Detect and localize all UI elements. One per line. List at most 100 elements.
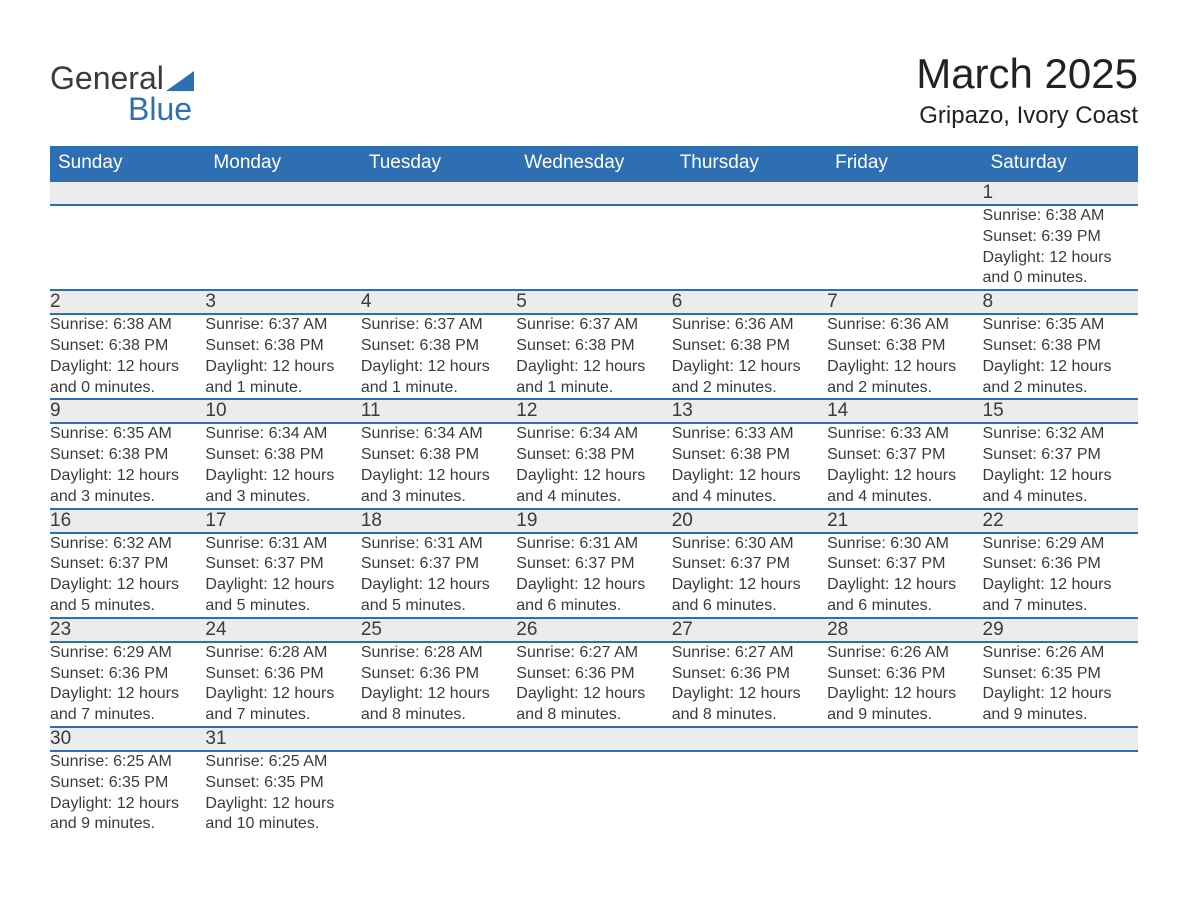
day-number-cell bbox=[361, 727, 516, 751]
sunrise-text: Sunrise: 6:30 AM bbox=[827, 534, 982, 555]
week-detail-row: Sunrise: 6:32 AMSunset: 6:37 PMDaylight:… bbox=[50, 533, 1138, 618]
day-number-cell bbox=[827, 727, 982, 751]
day-number-cell: 4 bbox=[361, 290, 516, 314]
daylight-text: Daylight: 12 hours and 4 minutes. bbox=[983, 466, 1138, 508]
sunrise-text: Sunrise: 6:35 AM bbox=[983, 315, 1138, 336]
day-number-cell bbox=[672, 727, 827, 751]
day-number-cell: 5 bbox=[516, 290, 671, 314]
daylight-text: Daylight: 12 hours and 9 minutes. bbox=[983, 684, 1138, 726]
sunset-text: Sunset: 6:38 PM bbox=[361, 336, 516, 357]
day-header: Monday bbox=[205, 146, 360, 181]
sunrise-text: Sunrise: 6:35 AM bbox=[50, 424, 205, 445]
day-detail-cell bbox=[361, 205, 516, 290]
day-number-cell: 15 bbox=[983, 399, 1138, 423]
day-number: 13 bbox=[672, 400, 693, 421]
day-number-cell: 23 bbox=[50, 618, 205, 642]
day-number: 14 bbox=[827, 400, 848, 421]
day-detail-cell: Sunrise: 6:37 AMSunset: 6:38 PMDaylight:… bbox=[516, 314, 671, 399]
day-number-cell: 21 bbox=[827, 509, 982, 533]
sunset-text: Sunset: 6:36 PM bbox=[516, 664, 671, 685]
sunrise-text: Sunrise: 6:27 AM bbox=[672, 643, 827, 664]
day-number: 19 bbox=[516, 510, 537, 531]
day-detail-cell: Sunrise: 6:36 AMSunset: 6:38 PMDaylight:… bbox=[827, 314, 982, 399]
sunset-text: Sunset: 6:38 PM bbox=[50, 445, 205, 466]
week-daynum-row: 1 bbox=[50, 181, 1138, 205]
day-number-cell: 22 bbox=[983, 509, 1138, 533]
day-detail-cell: Sunrise: 6:34 AMSunset: 6:38 PMDaylight:… bbox=[205, 423, 360, 508]
sunrise-text: Sunrise: 6:25 AM bbox=[205, 752, 360, 773]
sunset-text: Sunset: 6:38 PM bbox=[983, 336, 1138, 357]
day-number: 31 bbox=[205, 728, 226, 749]
sail-icon bbox=[166, 71, 194, 91]
sunset-text: Sunset: 6:37 PM bbox=[827, 445, 982, 466]
day-number: 30 bbox=[50, 728, 71, 749]
sunset-text: Sunset: 6:38 PM bbox=[361, 445, 516, 466]
day-number: 26 bbox=[516, 619, 537, 640]
day-number: 10 bbox=[205, 400, 226, 421]
day-header: Sunday bbox=[50, 146, 205, 181]
day-number-cell bbox=[50, 181, 205, 205]
day-detail-cell: Sunrise: 6:26 AMSunset: 6:36 PMDaylight:… bbox=[827, 642, 982, 727]
sunset-text: Sunset: 6:36 PM bbox=[672, 664, 827, 685]
day-number: 12 bbox=[516, 400, 537, 421]
daylight-text: Daylight: 12 hours and 3 minutes. bbox=[50, 466, 205, 508]
day-detail-cell: Sunrise: 6:36 AMSunset: 6:38 PMDaylight:… bbox=[672, 314, 827, 399]
day-number-cell: 16 bbox=[50, 509, 205, 533]
header: General Blue March 2025 Gripazo, Ivory C… bbox=[50, 40, 1138, 136]
sunrise-text: Sunrise: 6:30 AM bbox=[672, 534, 827, 555]
sunrise-text: Sunrise: 6:34 AM bbox=[205, 424, 360, 445]
sunrise-text: Sunrise: 6:37 AM bbox=[516, 315, 671, 336]
daylight-text: Daylight: 12 hours and 4 minutes. bbox=[827, 466, 982, 508]
day-number: 16 bbox=[50, 510, 71, 531]
day-number-cell: 6 bbox=[672, 290, 827, 314]
day-number-cell: 18 bbox=[361, 509, 516, 533]
day-number-cell: 2 bbox=[50, 290, 205, 314]
day-number: 17 bbox=[205, 510, 226, 531]
day-detail-cell: Sunrise: 6:25 AMSunset: 6:35 PMDaylight:… bbox=[50, 751, 205, 835]
sunset-text: Sunset: 6:38 PM bbox=[516, 445, 671, 466]
daylight-text: Daylight: 12 hours and 2 minutes. bbox=[827, 357, 982, 399]
day-number: 6 bbox=[672, 291, 683, 312]
sunrise-text: Sunrise: 6:31 AM bbox=[361, 534, 516, 555]
day-number-cell: 17 bbox=[205, 509, 360, 533]
day-number-cell: 24 bbox=[205, 618, 360, 642]
day-number: 20 bbox=[672, 510, 693, 531]
day-number-cell: 10 bbox=[205, 399, 360, 423]
sunrise-text: Sunrise: 6:26 AM bbox=[827, 643, 982, 664]
day-number: 4 bbox=[361, 291, 372, 312]
day-number-cell bbox=[516, 727, 671, 751]
day-detail-cell: Sunrise: 6:35 AMSunset: 6:38 PMDaylight:… bbox=[50, 423, 205, 508]
day-number-cell: 12 bbox=[516, 399, 671, 423]
daylight-text: Daylight: 12 hours and 9 minutes. bbox=[50, 794, 205, 836]
daylight-text: Daylight: 12 hours and 8 minutes. bbox=[672, 684, 827, 726]
daylight-text: Daylight: 12 hours and 0 minutes. bbox=[50, 357, 205, 399]
daylight-text: Daylight: 12 hours and 8 minutes. bbox=[361, 684, 516, 726]
sunset-text: Sunset: 6:35 PM bbox=[205, 773, 360, 794]
week-detail-row: Sunrise: 6:25 AMSunset: 6:35 PMDaylight:… bbox=[50, 751, 1138, 835]
daylight-text: Daylight: 12 hours and 7 minutes. bbox=[50, 684, 205, 726]
daylight-text: Daylight: 12 hours and 1 minute. bbox=[516, 357, 671, 399]
daylight-text: Daylight: 12 hours and 7 minutes. bbox=[983, 575, 1138, 617]
sunset-text: Sunset: 6:36 PM bbox=[983, 554, 1138, 575]
day-number-cell: 25 bbox=[361, 618, 516, 642]
day-number-cell: 30 bbox=[50, 727, 205, 751]
day-number: 21 bbox=[827, 510, 848, 531]
sunset-text: Sunset: 6:39 PM bbox=[983, 227, 1138, 248]
daylight-text: Daylight: 12 hours and 6 minutes. bbox=[672, 575, 827, 617]
week-daynum-row: 23242526272829 bbox=[50, 618, 1138, 642]
sunrise-text: Sunrise: 6:37 AM bbox=[361, 315, 516, 336]
sunset-text: Sunset: 6:38 PM bbox=[516, 336, 671, 357]
day-detail-cell: Sunrise: 6:32 AMSunset: 6:37 PMDaylight:… bbox=[983, 423, 1138, 508]
day-number: 25 bbox=[361, 619, 382, 640]
day-detail-cell: Sunrise: 6:31 AMSunset: 6:37 PMDaylight:… bbox=[361, 533, 516, 618]
day-header-row: Sunday Monday Tuesday Wednesday Thursday… bbox=[50, 146, 1138, 181]
daylight-text: Daylight: 12 hours and 5 minutes. bbox=[361, 575, 516, 617]
day-number-cell: 3 bbox=[205, 290, 360, 314]
day-header: Wednesday bbox=[516, 146, 671, 181]
day-detail-cell bbox=[50, 205, 205, 290]
day-number: 27 bbox=[672, 619, 693, 640]
daylight-text: Daylight: 12 hours and 6 minutes. bbox=[516, 575, 671, 617]
day-number-cell: 29 bbox=[983, 618, 1138, 642]
daylight-text: Daylight: 12 hours and 2 minutes. bbox=[983, 357, 1138, 399]
sunset-text: Sunset: 6:35 PM bbox=[50, 773, 205, 794]
